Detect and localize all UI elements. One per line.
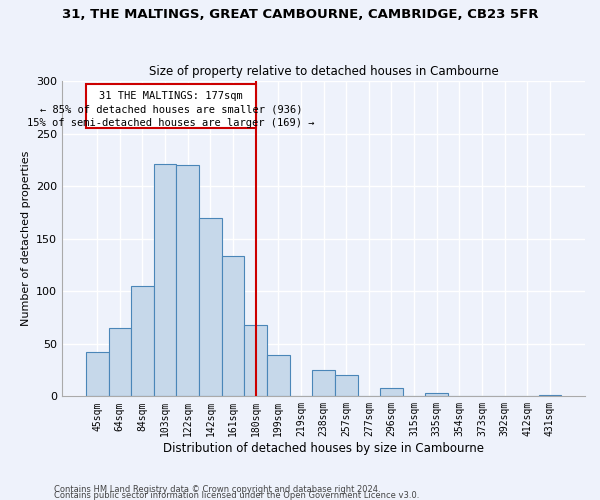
Text: Contains public sector information licensed under the Open Government Licence v3: Contains public sector information licen… [54,490,419,500]
Bar [86,352,109,397]
Y-axis label: Number of detached properties: Number of detached properties [20,151,31,326]
Bar [199,218,222,396]
X-axis label: Distribution of detached houses by size in Cambourne: Distribution of detached houses by size … [163,442,484,455]
Bar [425,393,448,396]
Title: Size of property relative to detached houses in Cambourne: Size of property relative to detached ho… [149,66,499,78]
Text: 15% of semi-detached houses are larger (169) →: 15% of semi-detached houses are larger (… [27,118,314,128]
Bar [312,370,335,396]
Text: 31 THE MALTINGS: 177sqm: 31 THE MALTINGS: 177sqm [99,90,242,101]
Bar [176,165,199,396]
Bar [380,388,403,396]
Bar [86,84,256,128]
Text: 31, THE MALTINGS, GREAT CAMBOURNE, CAMBRIDGE, CB23 5FR: 31, THE MALTINGS, GREAT CAMBOURNE, CAMBR… [62,8,538,20]
Bar [109,328,131,396]
Bar [335,376,358,396]
Text: Contains HM Land Registry data © Crown copyright and database right 2024.: Contains HM Land Registry data © Crown c… [54,484,380,494]
Bar [131,286,154,397]
Bar [244,325,267,396]
Text: ← 85% of detached houses are smaller (936): ← 85% of detached houses are smaller (93… [40,104,302,114]
Bar [267,356,290,397]
Bar [222,256,244,396]
Bar [154,164,176,396]
